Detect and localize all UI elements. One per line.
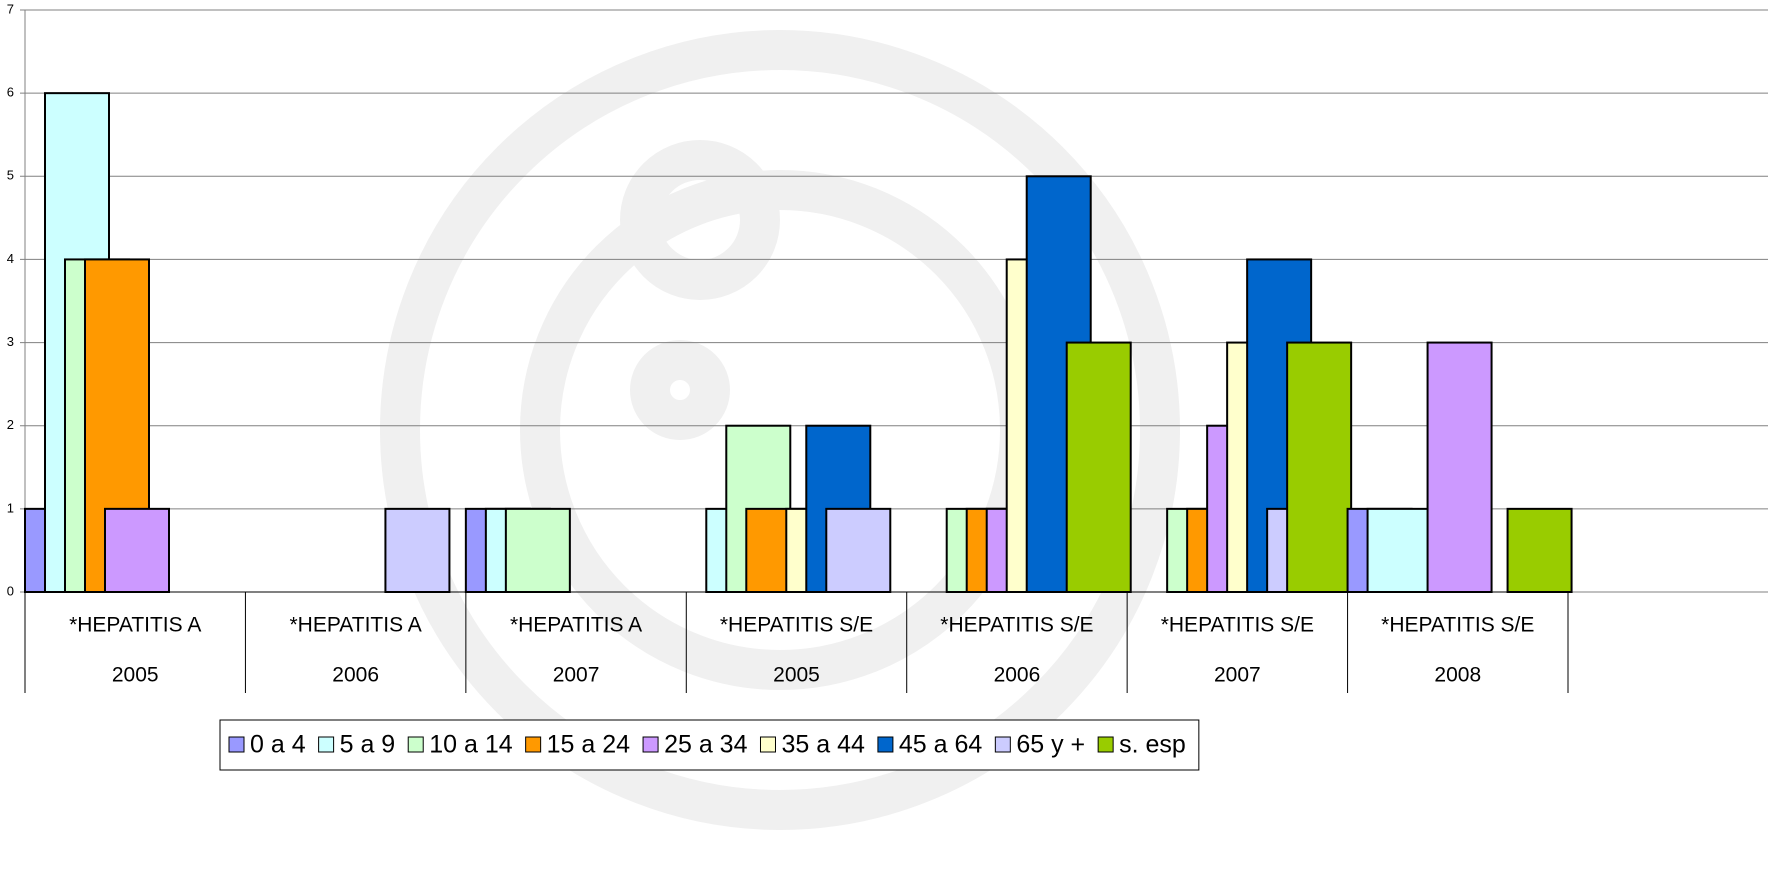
x-tick-label: 2006 xyxy=(994,664,1041,687)
legend-swatch xyxy=(526,737,541,752)
x-tick-label: 2007 xyxy=(553,664,600,687)
x-tick-label: *HEPATITIS A xyxy=(69,614,201,637)
bar xyxy=(506,509,570,592)
bar xyxy=(1287,343,1351,592)
y-tick-label: 4 xyxy=(7,251,14,266)
legend-swatch xyxy=(319,737,334,752)
y-tick-label: 6 xyxy=(7,85,14,100)
x-tick-label: *HEPATITIS S/E xyxy=(720,614,873,637)
legend-swatch xyxy=(878,737,893,752)
bar xyxy=(1428,343,1492,592)
legend-label: 25 a 34 xyxy=(664,731,748,759)
bar xyxy=(826,509,890,592)
x-tick-label: 2005 xyxy=(112,664,159,687)
legend-label: 65 y + xyxy=(1016,731,1085,759)
x-tick-label: 2006 xyxy=(332,664,379,687)
legend-label: 5 a 9 xyxy=(340,731,396,759)
x-tick-label: 2008 xyxy=(1434,664,1481,687)
x-tick-label: *HEPATITIS A xyxy=(290,614,422,637)
bar xyxy=(1067,343,1131,592)
x-tick-label: 2005 xyxy=(773,664,820,687)
legend-swatch xyxy=(760,737,775,752)
x-tick-label: 2007 xyxy=(1214,664,1261,687)
legend-label: 0 a 4 xyxy=(250,731,306,759)
y-tick-label: 2 xyxy=(7,417,14,432)
y-tick-label: 3 xyxy=(7,334,14,349)
y-tick-label: 5 xyxy=(7,168,14,183)
x-tick-label: *HEPATITIS S/E xyxy=(1381,614,1534,637)
x-tick-label: *HEPATITIS S/E xyxy=(940,614,1093,637)
legend-swatch xyxy=(643,737,658,752)
legend-swatch xyxy=(1098,737,1113,752)
legend-swatch xyxy=(408,737,423,752)
bar xyxy=(1368,509,1432,592)
legend-swatch xyxy=(995,737,1010,752)
legend-label: 35 a 44 xyxy=(781,731,865,759)
bar xyxy=(1508,509,1572,592)
legend-label: s. esp xyxy=(1119,731,1186,759)
chart: 0 1 2 3 4 5 6 7 *HEPATITIS A 2005 *HEPATITIS A 2006… xyxy=(0,0,1768,872)
bar xyxy=(105,509,169,592)
x-tick-label: *HEPATITIS A xyxy=(510,614,642,637)
y-tick-label: 1 xyxy=(7,500,14,515)
bar xyxy=(385,509,449,592)
legend-label: 10 a 14 xyxy=(429,731,513,759)
legend-swatch xyxy=(229,737,244,752)
y-tick-label: 7 xyxy=(7,1,14,16)
y-tick-label: 0 xyxy=(7,583,14,598)
legend-label: 15 a 24 xyxy=(547,731,631,759)
x-tick-label: *HEPATITIS S/E xyxy=(1161,614,1314,637)
legend-label: 45 a 64 xyxy=(899,731,983,759)
